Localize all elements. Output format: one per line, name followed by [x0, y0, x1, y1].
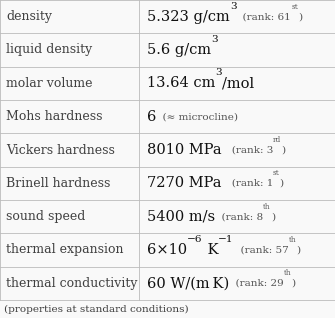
Text: (rank: 57: (rank: 57 — [234, 245, 288, 254]
Text: 3: 3 — [211, 35, 218, 44]
Text: ): ) — [292, 279, 296, 288]
Text: density: density — [6, 10, 52, 23]
Text: ): ) — [280, 179, 284, 188]
Text: 3: 3 — [230, 2, 237, 11]
Text: (properties at standard conditions): (properties at standard conditions) — [4, 305, 189, 315]
Text: K: K — [203, 243, 218, 257]
Text: −1: −1 — [218, 235, 234, 244]
Text: rd: rd — [273, 136, 281, 144]
Text: 7270 MPa: 7270 MPa — [147, 176, 221, 190]
Text: st: st — [291, 3, 298, 11]
Text: thermal expansion: thermal expansion — [6, 244, 124, 257]
Text: Mohs hardness: Mohs hardness — [6, 110, 103, 123]
Text: (≈ microcline): (≈ microcline) — [156, 112, 239, 121]
Text: (rank: 3: (rank: 3 — [222, 146, 273, 155]
Text: th: th — [288, 236, 296, 244]
Text: ): ) — [271, 212, 275, 221]
Text: 60 W/(m K): 60 W/(m K) — [147, 276, 229, 290]
Text: (rank: 61: (rank: 61 — [237, 12, 291, 21]
Text: sound speed: sound speed — [6, 210, 85, 223]
Text: molar volume: molar volume — [6, 77, 92, 90]
Text: 5.323 g/cm: 5.323 g/cm — [147, 10, 230, 24]
Text: 5.6 g/cm: 5.6 g/cm — [147, 43, 211, 57]
Text: (rank: 8: (rank: 8 — [215, 212, 263, 221]
Text: −6: −6 — [187, 235, 203, 244]
Text: 3: 3 — [215, 68, 222, 77]
Text: st: st — [273, 169, 280, 177]
Text: (rank: 29: (rank: 29 — [229, 279, 284, 288]
Text: ): ) — [298, 12, 302, 21]
Text: 8010 MPa: 8010 MPa — [147, 143, 222, 157]
Text: (rank: 1: (rank: 1 — [221, 179, 273, 188]
Text: th: th — [263, 203, 271, 211]
Text: thermal conductivity: thermal conductivity — [6, 277, 137, 290]
Text: liquid density: liquid density — [6, 44, 92, 57]
Text: Brinell hardness: Brinell hardness — [6, 177, 110, 190]
Text: 13.64 cm: 13.64 cm — [147, 76, 215, 90]
Text: ): ) — [296, 245, 300, 254]
Text: 6: 6 — [147, 110, 156, 124]
Text: Vickers hardness: Vickers hardness — [6, 143, 115, 156]
Text: 5400 m/s: 5400 m/s — [147, 210, 215, 224]
Text: ): ) — [281, 146, 285, 155]
Text: /mol: /mol — [222, 76, 254, 90]
Text: th: th — [284, 269, 292, 277]
Text: 6×10: 6×10 — [147, 243, 187, 257]
